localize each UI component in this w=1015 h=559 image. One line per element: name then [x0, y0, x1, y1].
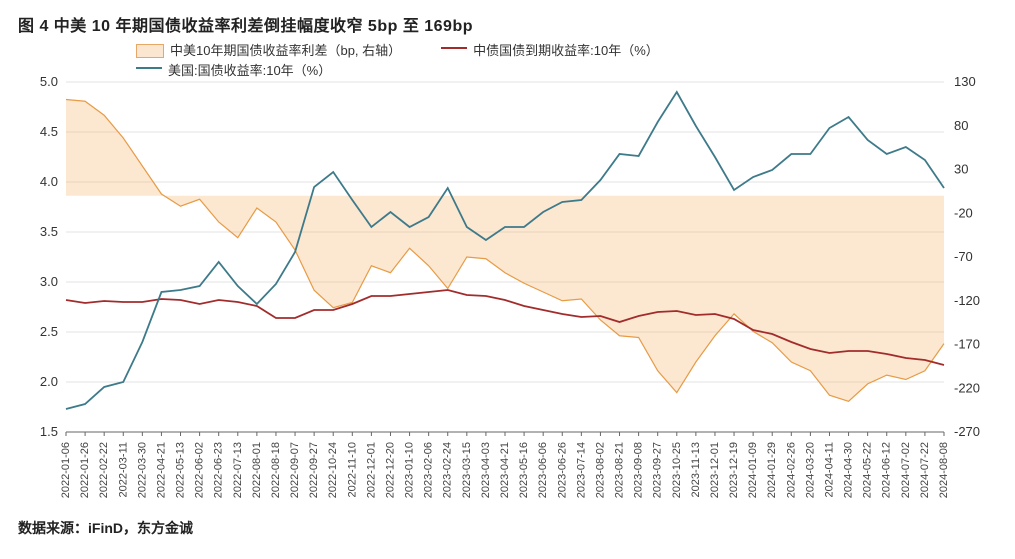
legend-label-spread: 中美10年期国债收益率利差（bp, 右轴） [170, 42, 401, 60]
x-tick-label: 2022-03-30 [136, 442, 148, 498]
x-tick-label: 2023-03-15 [461, 442, 473, 498]
x-tick-label: 2022-06-23 [213, 442, 225, 498]
x-tick-label: 2023-12-01 [709, 442, 721, 498]
x-tick-label: 2022-01-06 [60, 442, 72, 498]
x-tick-label: 2024-04-11 [823, 442, 835, 497]
x-tick-label: 2023-09-27 [652, 442, 664, 498]
svg-text:4.5: 4.5 [40, 124, 58, 139]
x-tick-label: 2023-02-06 [423, 442, 435, 498]
x-tick-label: 2024-08-08 [938, 442, 950, 498]
x-tick-label: 2023-07-14 [575, 442, 587, 498]
x-tick-label: 2023-04-03 [480, 442, 492, 498]
svg-text:5.0: 5.0 [40, 74, 58, 89]
source-label: 数据来源：iFinD，东方金诚 [18, 518, 1001, 538]
x-tick-label: 2024-01-09 [747, 442, 759, 498]
x-tick-label: 2023-10-25 [671, 442, 683, 498]
figure-wrap: 图 4 中美 10 年期国债收益率利差倒挂幅度收窄 5bp 至 169bp 中美… [0, 0, 1015, 559]
svg-text:-170: -170 [954, 337, 980, 352]
legend-label-cn: 中债国债到期收益率:10年（%） [473, 42, 659, 60]
x-tick-label: 2022-08-01 [251, 442, 263, 498]
x-tick-label: 2024-01-29 [766, 442, 778, 498]
svg-text:-220: -220 [954, 380, 980, 395]
x-tick-label: 2022-09-07 [289, 442, 301, 498]
x-tick-label: 2022-05-13 [175, 442, 187, 498]
svg-text:80: 80 [954, 118, 968, 133]
svg-text:30: 30 [954, 162, 968, 177]
x-tick-label: 2022-11-10 [346, 442, 358, 497]
svg-text:2.5: 2.5 [40, 324, 58, 339]
legend-swatch-cn [441, 47, 467, 49]
x-tick-label: 2023-08-02 [594, 442, 606, 498]
x-tick-label: 2022-06-02 [194, 442, 206, 498]
legend-swatch-spread [136, 44, 164, 58]
x-tick-label: 2022-12-20 [384, 442, 396, 498]
x-tick-label: 2023-01-10 [404, 442, 416, 498]
legend: 中美10年期国债收益率利差（bp, 右轴） 中债国债到期收益率:10年（%） 美… [136, 42, 659, 82]
x-tick-label: 2024-05-22 [862, 442, 874, 498]
x-tick-label: 2022-07-13 [232, 442, 244, 498]
svg-text:-20: -20 [954, 205, 973, 220]
x-tick-label: 2022-08-18 [270, 442, 282, 498]
x-tick-label: 2024-07-02 [900, 442, 912, 498]
x-tick-label: 2022-09-27 [308, 442, 320, 498]
svg-text:-270: -270 [954, 424, 980, 439]
svg-text:1.5: 1.5 [40, 424, 58, 439]
svg-text:-120: -120 [954, 293, 980, 308]
svg-text:3.0: 3.0 [40, 274, 58, 289]
x-tick-label: 2023-12-19 [728, 442, 740, 498]
x-tick-label: 2022-01-26 [79, 442, 91, 498]
x-tick-label: 2023-05-16 [518, 442, 530, 498]
legend-swatch-us [136, 67, 162, 69]
x-tick-label: 2024-02-26 [785, 442, 797, 498]
x-tick-label: 2022-02-22 [98, 442, 110, 498]
x-tick-label: 2023-06-26 [556, 442, 568, 498]
x-tick-label: 2023-02-24 [442, 442, 454, 498]
x-tick-label: 2024-03-20 [804, 442, 816, 498]
x-tick-label: 2023-11-13 [690, 442, 702, 497]
x-tick-label: 2022-12-01 [365, 442, 377, 498]
svg-text:3.5: 3.5 [40, 224, 58, 239]
x-tick-label: 2022-04-21 [155, 442, 167, 498]
x-tick-label: 2024-07-22 [919, 442, 931, 498]
svg-text:4.0: 4.0 [40, 174, 58, 189]
svg-text:-70: -70 [954, 249, 973, 264]
figure-title: 图 4 中美 10 年期国债收益率利差倒挂幅度收窄 5bp 至 169bp [18, 12, 1001, 36]
svg-text:2.0: 2.0 [40, 374, 58, 389]
chart-container: 中美10年期国债收益率利差（bp, 右轴） 中债国债到期收益率:10年（%） 美… [16, 40, 998, 510]
x-tick-label: 2023-08-21 [614, 442, 626, 498]
x-tick-label: 2023-06-06 [537, 442, 549, 498]
chart-svg: 1.5 2.0 2.5 3.0 3.5 4.0 4.5 5.0 -270 -220 -170 -120… [16, 40, 998, 510]
x-tick-label: 2024-06-12 [881, 442, 893, 498]
x-tick-label: 2022-10-24 [327, 442, 339, 498]
svg-text:130: 130 [954, 74, 976, 89]
x-tick-label: 2023-04-21 [499, 442, 511, 498]
x-tick-label: 2024-04-30 [843, 442, 855, 498]
x-tick-label: 2023-09-08 [633, 442, 645, 498]
x-tick-label: 2022-03-11 [117, 442, 129, 497]
legend-label-us: 美国:国债收益率:10年（%） [168, 62, 331, 80]
